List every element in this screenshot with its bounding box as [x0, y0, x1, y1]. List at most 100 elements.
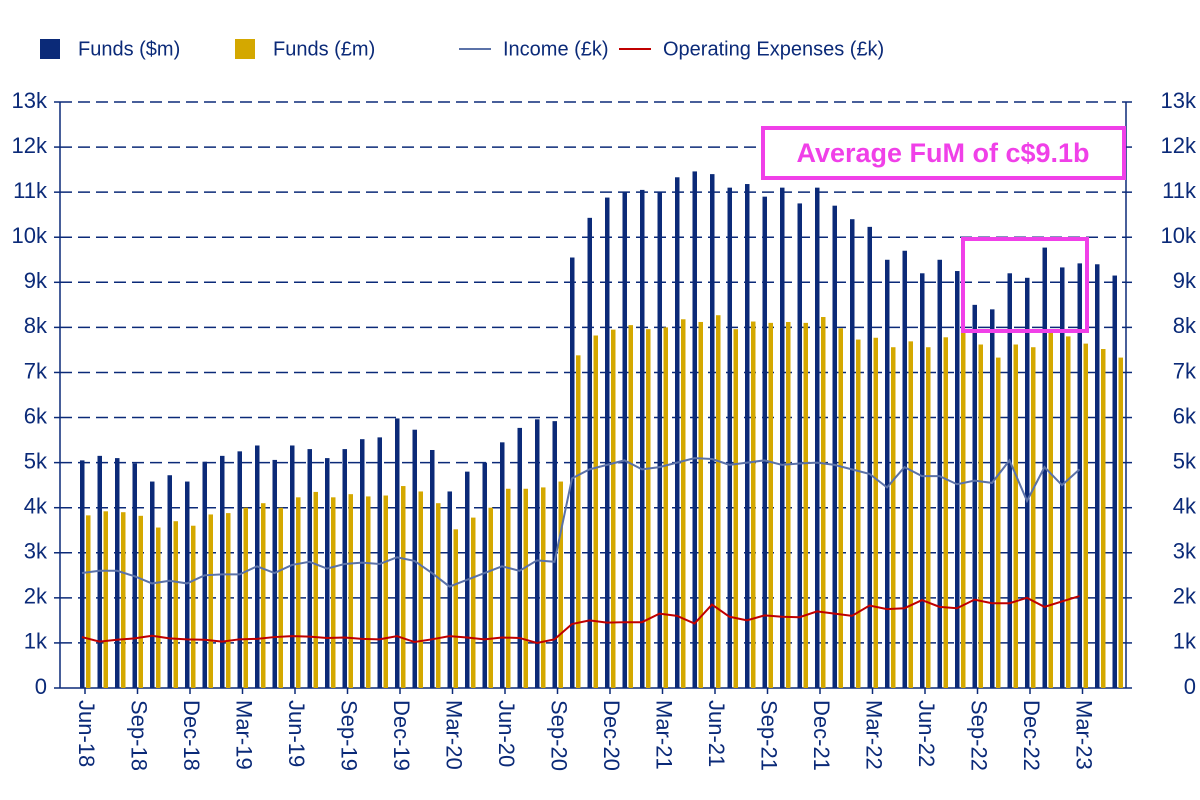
- bar: [541, 487, 546, 688]
- bar: [768, 322, 773, 688]
- bar: [937, 259, 942, 688]
- bar: [156, 527, 161, 688]
- bar: [1031, 347, 1036, 688]
- x-tick-label: Mar-23: [1072, 700, 1097, 770]
- bar: [867, 226, 872, 688]
- bar: [593, 335, 598, 688]
- bar: [1112, 275, 1117, 688]
- legend-label: Income (£k): [503, 38, 609, 60]
- x-tick-label: Sep-22: [967, 700, 992, 771]
- bar: [628, 325, 633, 688]
- line: [81, 457, 1081, 588]
- x-tick-label: Mar-22: [862, 700, 887, 770]
- bar: [447, 491, 452, 688]
- y-tick-label: 10k: [12, 223, 48, 248]
- bar: [430, 449, 435, 688]
- bar: [926, 347, 931, 688]
- y-tick-label: 4k: [24, 494, 48, 519]
- x-tick-label: Jun-21: [704, 700, 729, 767]
- bar: [885, 259, 890, 688]
- bar: [488, 507, 493, 688]
- bar: [955, 271, 960, 688]
- bar: [558, 481, 563, 688]
- bar: [611, 329, 616, 688]
- bar: [727, 187, 732, 688]
- x-tick-label: Dec-19: [389, 700, 414, 771]
- bar: [996, 357, 1001, 688]
- bar: [972, 304, 977, 688]
- bar: [1083, 343, 1088, 688]
- x-tick-label: Jun-19: [284, 700, 309, 767]
- legend-label: Funds (£m): [273, 38, 375, 60]
- x-tick-label: Mar-21: [652, 700, 677, 770]
- bar: [716, 315, 721, 688]
- bar: [418, 491, 423, 688]
- bar: [261, 503, 266, 688]
- bar: [710, 174, 715, 689]
- bar: [401, 486, 406, 688]
- bar: [115, 458, 120, 688]
- x-tick-label: Sep-21: [757, 700, 782, 771]
- bar: [1048, 331, 1053, 688]
- y2-tick-label: 9k: [1173, 268, 1197, 293]
- y2-tick-label: 10k: [1161, 223, 1197, 248]
- bar: [331, 497, 336, 688]
- x-tick-label: Sep-19: [337, 700, 362, 771]
- bar: [138, 515, 143, 688]
- bar: [517, 427, 522, 688]
- y-tick-label: 0: [35, 674, 47, 699]
- bar: [395, 418, 400, 688]
- bar: [412, 429, 417, 688]
- bar: [296, 497, 301, 688]
- bar: [80, 460, 85, 688]
- legend-label: Funds ($m): [78, 38, 180, 60]
- x-tick-label: Dec-22: [1019, 700, 1044, 771]
- bar: [500, 442, 505, 688]
- bar: [675, 177, 680, 689]
- y2-tick-label: 2k: [1173, 584, 1197, 609]
- y-tick-label: 7k: [24, 358, 48, 383]
- bar: [121, 512, 126, 688]
- bar: [751, 321, 756, 688]
- bar: [576, 355, 581, 688]
- bar: [377, 437, 382, 688]
- y-tick-label: 12k: [12, 133, 48, 158]
- bar: [290, 445, 295, 688]
- bar: [552, 421, 557, 688]
- y2-tick-label: 11k: [1162, 178, 1197, 203]
- y-tick-label: 9k: [24, 268, 48, 293]
- bar: [646, 329, 651, 688]
- bar: [663, 327, 668, 688]
- bar: [1013, 344, 1018, 688]
- bar: [237, 451, 242, 688]
- bar: [698, 321, 703, 688]
- bar: [640, 189, 645, 688]
- bar: [570, 257, 575, 688]
- bar: [243, 507, 248, 688]
- bar: [103, 511, 108, 688]
- bar: [873, 337, 878, 688]
- bar: [692, 171, 697, 688]
- bar: [307, 449, 312, 688]
- bar: [908, 341, 913, 688]
- bar: [1007, 273, 1012, 688]
- x-tick-label: Jun-20: [494, 700, 519, 767]
- bar: [832, 205, 837, 688]
- x-tick-label: Jun-22: [914, 700, 939, 767]
- bar: [226, 513, 231, 688]
- bar: [348, 494, 353, 688]
- y2-tick-label: 0: [1184, 674, 1196, 699]
- bar: [961, 329, 966, 688]
- bar: [605, 197, 610, 688]
- bar: [482, 462, 487, 688]
- bar: [150, 481, 155, 688]
- x-tick-label: Dec-21: [809, 700, 834, 771]
- bar: [278, 507, 283, 688]
- highlight-box: [961, 237, 1089, 333]
- y2-tick-label: 4k: [1173, 494, 1197, 519]
- annotation: Average FuM of c$9.1b: [796, 138, 1089, 168]
- bar: [523, 488, 528, 688]
- bar: [745, 184, 750, 689]
- y2-tick-label: 13k: [1161, 88, 1197, 113]
